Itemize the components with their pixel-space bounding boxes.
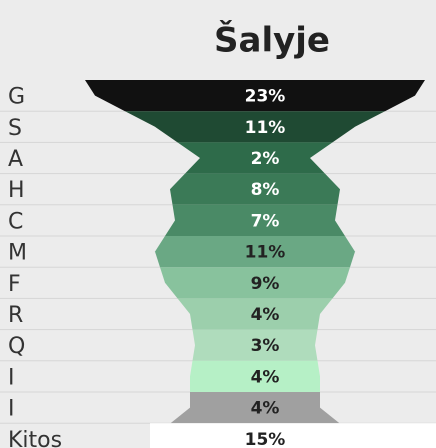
funnel-segment <box>170 173 340 205</box>
value-label: 4% <box>251 399 280 419</box>
funnel-segment <box>165 204 345 236</box>
value-label: 4% <box>251 305 280 325</box>
funnel-segment <box>85 80 425 112</box>
value-label: 4% <box>251 367 280 387</box>
category-label: Kitos <box>8 428 62 448</box>
category-label: G <box>8 85 25 110</box>
funnel-segment <box>177 142 333 174</box>
value-label: 11% <box>245 118 286 138</box>
funnel-segment <box>160 267 350 299</box>
value-label: 15% <box>245 430 286 448</box>
category-label: C <box>8 209 23 234</box>
funnel-segment <box>177 298 333 330</box>
value-label: 23% <box>245 87 286 107</box>
value-label: 11% <box>245 243 286 263</box>
funnel-segment <box>192 329 318 361</box>
funnel-segment <box>155 236 355 268</box>
category-label: I <box>8 365 15 390</box>
chart-title: Šalyje <box>214 20 330 61</box>
category-label: F <box>8 272 21 297</box>
value-label: 2% <box>251 149 280 169</box>
category-label: I <box>8 397 15 422</box>
category-label: H <box>8 178 25 203</box>
funnel-segment <box>190 360 320 392</box>
category-label: M <box>8 241 27 266</box>
category-label: R <box>8 303 23 328</box>
value-label: 8% <box>251 180 280 200</box>
category-label: S <box>8 116 22 141</box>
funnel-segment <box>170 392 340 424</box>
category-label: A <box>8 147 23 172</box>
category-label: Q <box>8 334 25 359</box>
value-label: 9% <box>251 274 280 294</box>
value-label: 7% <box>251 211 280 231</box>
funnel-segment <box>150 423 436 448</box>
funnel-segment <box>125 111 385 143</box>
value-label: 3% <box>251 336 280 356</box>
